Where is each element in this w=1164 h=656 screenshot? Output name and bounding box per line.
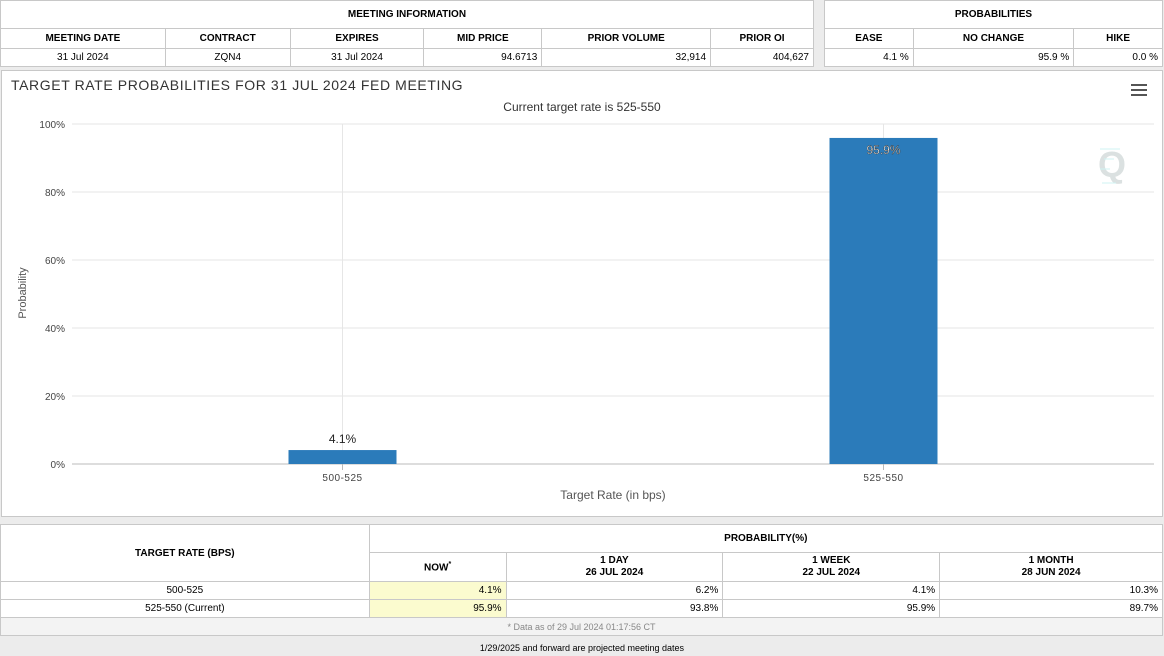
- x-axis-label: Target Rate (in bps): [560, 488, 665, 502]
- one-day-cell: 6.2%: [505, 581, 724, 600]
- mid-price-value: 94.6713: [423, 47, 543, 68]
- meeting-date-header: MEETING DATE: [0, 28, 166, 49]
- table-row: 500-525 4.1% 6.2% 4.1% 10.3%: [0, 581, 1163, 600]
- prior-volume-header: PRIOR VOLUME: [541, 28, 712, 49]
- prior-oi-header: PRIOR OI: [710, 28, 814, 49]
- no-change-value: 95.9 %: [912, 47, 1075, 68]
- target-rate-header: TARGET RATE (BPS): [0, 524, 370, 582]
- chart-menu-icon[interactable]: [1131, 84, 1147, 98]
- probability-group-header: PROBABILITY(%): [368, 524, 1164, 553]
- hike-header: HIKE: [1073, 28, 1163, 49]
- now-cell: 95.9%: [368, 599, 507, 618]
- chart-panel: TARGET RATE PROBABILITIES FOR 31 JUL 202…: [1, 70, 1163, 517]
- prior-volume-value: 32,914: [541, 47, 712, 68]
- now-cell: 4.1%: [368, 581, 507, 600]
- y-tick-label: 100%: [39, 120, 65, 131]
- no-change-header: NO CHANGE: [912, 28, 1075, 49]
- meeting-information-header: MEETING INFORMATION: [0, 0, 814, 30]
- y-tick-label: 0%: [51, 460, 66, 471]
- one-month-header: 1 MONTH 28 JUN 2024: [939, 552, 1163, 582]
- bar[interactable]: [829, 137, 938, 464]
- rate-cell: 500-525: [0, 581, 370, 600]
- expires-value: 31 Jul 2024: [289, 47, 425, 68]
- data-label: 4.1%: [329, 432, 357, 446]
- y-tick-label: 40%: [45, 324, 65, 335]
- now-header: NOW*: [368, 552, 507, 582]
- target-rate-table: TARGET RATE (BPS) PROBABILITY(%) NOW* 1 …: [0, 524, 1164, 636]
- hike-value: 0.0 %: [1073, 47, 1163, 68]
- expires-header: EXPIRES: [289, 28, 425, 49]
- projected-dates-footnote: 1/29/2025 and forward are projected meet…: [479, 643, 685, 653]
- one-week-cell: 4.1%: [722, 581, 941, 600]
- y-tick-label: 60%: [45, 256, 65, 267]
- chart-subtitle: Current target rate is 525-550: [503, 100, 661, 114]
- one-week-header: 1 WEEK 22 JUL 2024: [722, 552, 941, 582]
- data-label: 95.9%: [866, 143, 900, 157]
- one-month-cell: 89.7%: [939, 599, 1163, 618]
- meeting-information-table: MEETING INFORMATION MEETING DATE CONTRAC…: [0, 0, 814, 68]
- rate-cell: 525-550 (Current): [0, 599, 370, 618]
- probability-chart: TARGET RATE PROBABILITIES FOR 31 JUL 202…: [11, 77, 1154, 502]
- probabilities-header: PROBABILITIES: [824, 0, 1163, 30]
- ease-value: 4.1 %: [824, 47, 914, 68]
- prior-oi-value: 404,627: [710, 47, 814, 68]
- ease-header: EASE: [824, 28, 914, 49]
- one-day-cell: 93.8%: [505, 599, 724, 618]
- contract-header: CONTRACT: [164, 28, 291, 49]
- one-week-cell: 95.9%: [722, 599, 941, 618]
- mid-price-header: MID PRICE: [423, 28, 543, 49]
- contract-value: ZQN4: [164, 47, 291, 68]
- meeting-date-value: 31 Jul 2024: [0, 47, 166, 68]
- x-tick-label: 525-550: [863, 473, 903, 484]
- chart-title: TARGET RATE PROBABILITIES FOR 31 JUL 202…: [11, 77, 463, 93]
- table-row: 525-550 (Current) 95.9% 93.8% 95.9% 89.7…: [0, 599, 1163, 618]
- one-day-header: 1 DAY 26 JUL 2024: [505, 552, 724, 582]
- x-tick-label: 500-525: [322, 473, 362, 484]
- probabilities-table: PROBABILITIES EASE NO CHANGE HIKE 4.1 % …: [824, 0, 1163, 68]
- y-tick-label: 20%: [45, 392, 65, 403]
- bar[interactable]: [288, 450, 397, 464]
- one-month-cell: 10.3%: [939, 581, 1163, 600]
- y-tick-label: 80%: [45, 188, 65, 199]
- watermark-logo: Q: [1098, 144, 1126, 185]
- y-axis-label: Probability: [17, 267, 29, 319]
- svg-text:Q: Q: [1098, 144, 1126, 185]
- data-timestamp-note: * Data as of 29 Jul 2024 01:17:56 CT: [0, 617, 1163, 636]
